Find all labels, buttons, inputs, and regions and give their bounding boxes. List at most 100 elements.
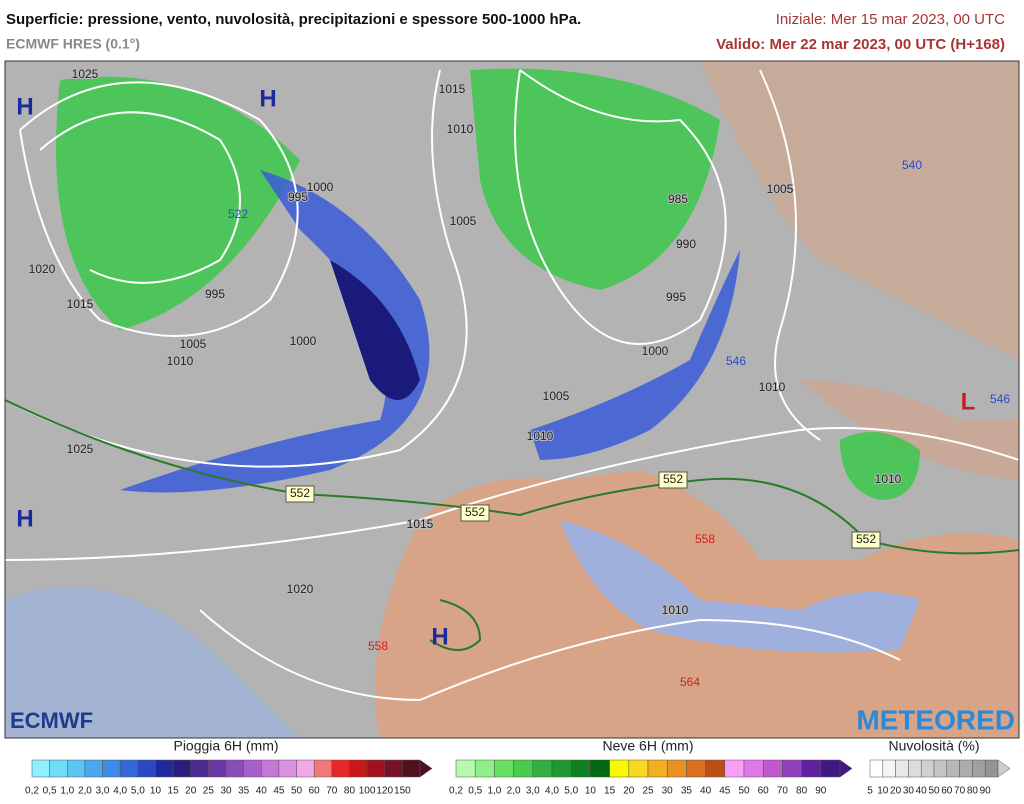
legend-label: 0,2 <box>449 786 463 797</box>
legend-swatch <box>402 759 421 778</box>
isobar-label: 1025 <box>67 442 94 456</box>
legend-label: 5,0 <box>131 786 145 797</box>
isobar-label: 1010 <box>167 354 194 368</box>
legend-swatch <box>119 759 139 778</box>
legend-swatch <box>908 759 922 778</box>
legend-label: 60 <box>758 786 770 797</box>
legend-swatch <box>31 759 50 778</box>
legend-swatch <box>190 759 209 778</box>
legend-title: Nuvolosità (%) <box>888 738 979 754</box>
thickness-label: 552 <box>663 472 683 486</box>
legend-arrow <box>839 759 853 778</box>
valid-time: Valido: Mer 22 mar 2023, 00 UTC (H+168) <box>716 36 1005 53</box>
thickness-label: 552 <box>290 486 310 500</box>
legend-swatch <box>313 759 333 778</box>
thickness-label: 564 <box>680 675 700 689</box>
model: ECMWF HRES (0.1°) <box>6 36 140 52</box>
legend-swatch <box>801 759 822 778</box>
legend-arrow <box>997 759 1011 778</box>
isobar-label: 1020 <box>287 582 314 596</box>
logo-ecmwf: ECMWF <box>10 708 93 733</box>
legend-swatch <box>67 759 86 778</box>
legend-label: 70 <box>777 786 789 797</box>
legend-swatch <box>366 759 385 778</box>
legend-label: 80 <box>796 786 808 797</box>
legend-swatch <box>331 759 350 778</box>
legend-swatch <box>705 759 726 778</box>
isobar-label: 1010 <box>875 472 902 486</box>
legend-label: 40 <box>916 786 928 797</box>
isobar-label: 1005 <box>543 389 570 403</box>
legend-swatch <box>920 759 935 778</box>
legend-label: 2,0 <box>78 786 92 797</box>
thickness-label: 522 <box>228 207 248 221</box>
legend-label: 90 <box>815 786 827 797</box>
legend-swatch <box>972 759 986 778</box>
legend-swatch <box>647 759 668 778</box>
isobar-label: 995 <box>288 190 308 204</box>
legend-label: 2,0 <box>507 786 521 797</box>
thickness-label: 546 <box>726 354 746 368</box>
legend-label: 70 <box>954 786 966 797</box>
thickness-label: 558 <box>695 532 715 546</box>
legend-label: 10 <box>150 786 162 797</box>
legend-label: 100 <box>359 786 376 797</box>
legend-label: 50 <box>738 786 750 797</box>
legend-swatch <box>278 759 297 778</box>
legend-label: 20 <box>185 786 197 797</box>
thickness-box <box>851 531 881 549</box>
legend-swatch <box>102 759 121 778</box>
legend-swatch <box>208 759 227 778</box>
pressure-center: H <box>431 623 448 650</box>
isobar-label: 985 <box>668 192 688 206</box>
legend-swatch <box>225 759 244 778</box>
logo-meteored: METEORED <box>856 704 1015 735</box>
legend-label: 80 <box>344 786 356 797</box>
thickness-label: 552 <box>465 505 485 519</box>
legend-swatch <box>895 759 909 778</box>
legend-swatch <box>49 759 68 778</box>
isobar-label: 1005 <box>180 337 207 351</box>
legend-label: 40 <box>256 786 268 797</box>
isobar-label: 1005 <box>767 182 794 196</box>
isobar-label: 1015 <box>439 82 466 96</box>
legend-arrow <box>419 759 433 778</box>
legend-label: 35 <box>238 786 250 797</box>
legend-swatch <box>743 759 764 778</box>
legend-swatch <box>666 759 687 778</box>
legend-swatch <box>609 759 630 778</box>
legend-label: 80 <box>967 786 979 797</box>
legend-label: 20 <box>890 786 902 797</box>
legend-swatch <box>782 759 802 778</box>
legend-label: 4,0 <box>545 786 559 797</box>
legend-swatch <box>686 759 706 778</box>
legend-label: 25 <box>203 786 215 797</box>
pressure-center: H <box>16 93 33 120</box>
legend-swatch <box>513 759 534 778</box>
legend-label: 10 <box>585 786 597 797</box>
legend-swatch <box>628 759 649 778</box>
legend-swatch <box>590 759 610 778</box>
legend-swatch <box>261 759 280 778</box>
legend-label: 35 <box>681 786 693 797</box>
legend-label: 15 <box>168 786 180 797</box>
thickness-box <box>658 471 688 489</box>
isobar-label: 1000 <box>642 344 669 358</box>
isobar-label: 1010 <box>527 429 554 443</box>
legend-label: 45 <box>273 786 285 797</box>
legend-label: 90 <box>980 786 992 797</box>
legend-swatch <box>494 759 514 778</box>
legend-swatch <box>84 759 103 778</box>
legend-title: Neve 6H (mm) <box>602 738 693 754</box>
legend-swatch <box>820 759 841 778</box>
legend-swatch <box>455 759 476 778</box>
legend-label: 60 <box>309 786 321 797</box>
isobar-label: 1005 <box>450 214 477 228</box>
isobar-label: 990 <box>676 237 696 251</box>
isobar-label: 1020 <box>29 262 56 276</box>
legend-swatch <box>570 759 591 778</box>
thickness-box <box>460 504 490 522</box>
isobar-label: 1010 <box>759 380 786 394</box>
legend-swatch <box>532 759 553 778</box>
